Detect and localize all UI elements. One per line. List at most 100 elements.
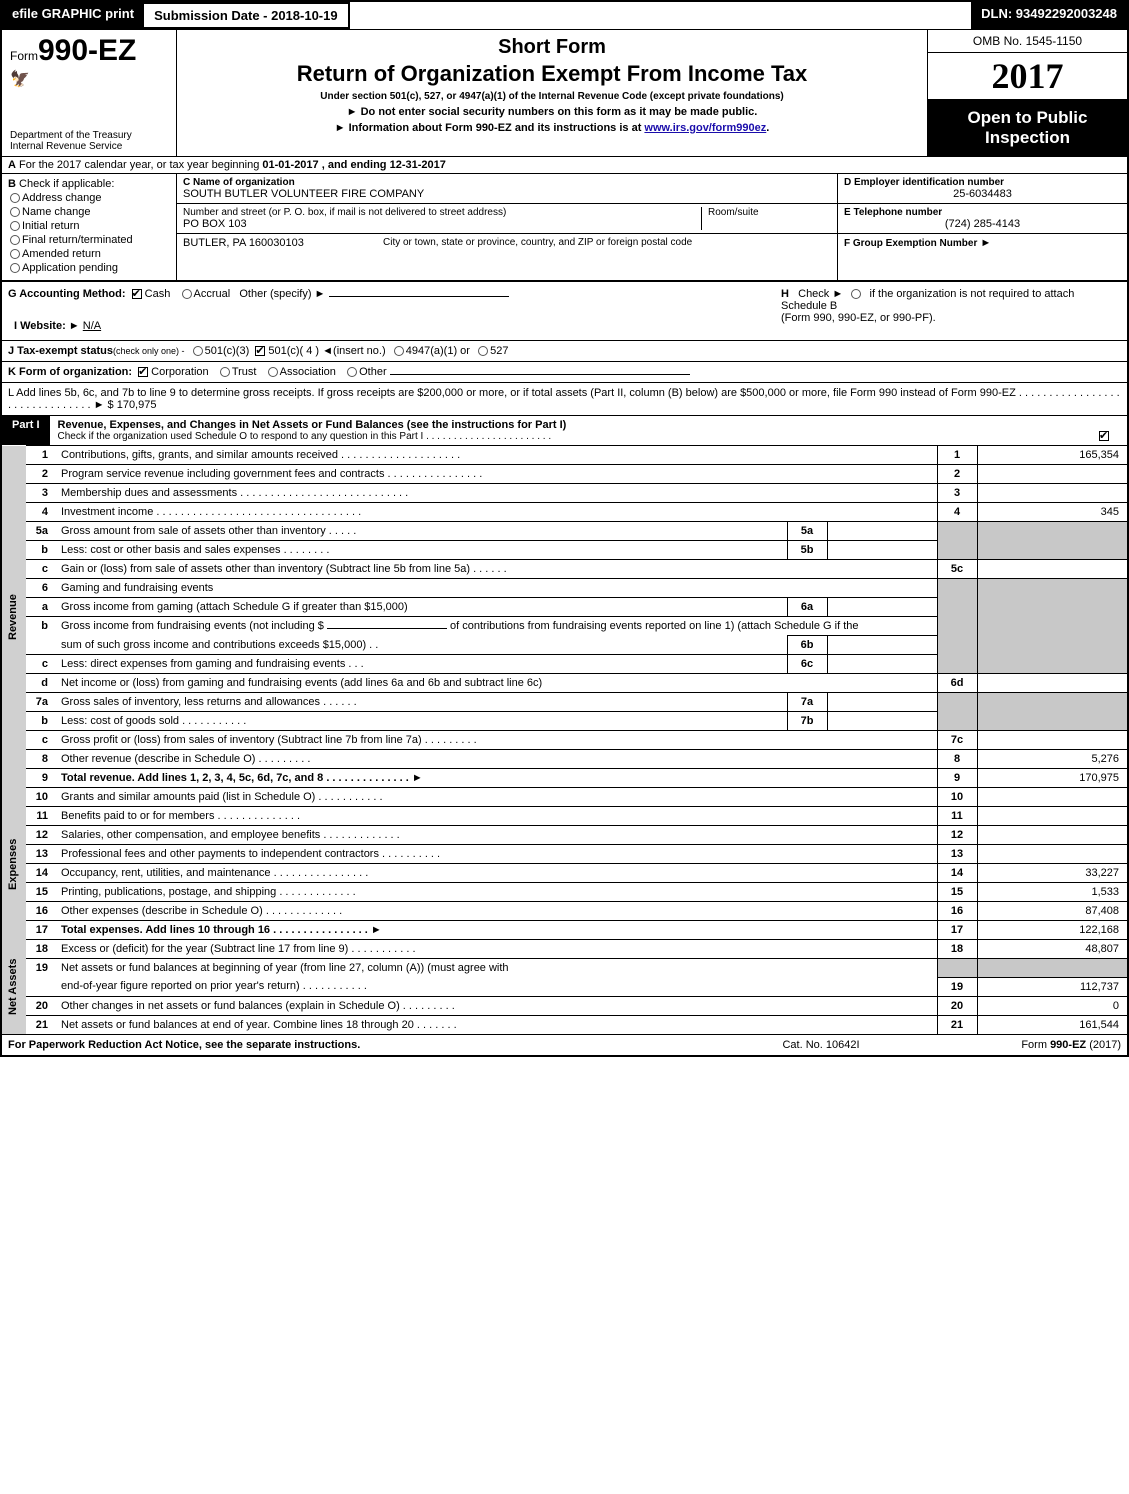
k-other-blank[interactable]	[390, 374, 690, 375]
line-16-val: 87,408	[977, 902, 1127, 921]
efile-print-label: efile GRAPHIC print	[2, 2, 144, 29]
h-text3: (Form 990, 990-EZ, or 990-PF).	[781, 312, 936, 324]
instr2-pre: ► Information about Form 990-EZ and its …	[335, 122, 645, 134]
box-address: Number and street (or P. O. box, if mail…	[177, 204, 837, 234]
line-6c-greybox	[937, 655, 977, 674]
chk-association[interactable]	[268, 367, 278, 377]
line-13-val	[977, 845, 1127, 864]
addr-value: PO BOX 103	[183, 218, 701, 230]
line-7b-num: b	[26, 712, 56, 731]
main-title: Return of Organization Exempt From Incom…	[187, 61, 917, 87]
row-k: K Form of organization: Corporation Trus…	[2, 361, 1127, 382]
chk-h[interactable]	[851, 289, 861, 299]
g-other: Other (specify) ►	[239, 288, 325, 300]
chk-accrual[interactable]	[182, 289, 192, 299]
chk-501c3[interactable]	[193, 346, 203, 356]
ein-value: 25-6034483	[844, 188, 1121, 200]
k-label: K Form of organization:	[8, 366, 132, 378]
line-20-num: 20	[26, 996, 56, 1015]
g-other-blank[interactable]	[329, 296, 509, 297]
line-6-desc: Gaming and fundraising events	[56, 579, 937, 598]
line-6-num: 6	[26, 579, 56, 598]
omb-number: OMB No. 1545-1150	[927, 30, 1127, 53]
line-13-num: 13	[26, 845, 56, 864]
h-text1: Check ►	[798, 288, 843, 300]
line-6-greybox	[937, 579, 977, 598]
line-11-desc: Benefits paid to or for members . . . . …	[56, 807, 937, 826]
eagle-icon: 🦅	[10, 69, 168, 89]
line-20-val: 0	[977, 996, 1127, 1015]
line-5b-greyval	[977, 541, 1127, 560]
line-19-num2	[26, 977, 56, 996]
line-14-desc: Occupancy, rent, utilities, and maintena…	[56, 864, 937, 883]
line-6c-sub: 6c	[787, 655, 827, 674]
tax-year-begin: 01-01-2017	[262, 159, 318, 171]
sidelabel-expenses: Expenses	[2, 788, 26, 940]
line-6b-sub: 6b	[787, 636, 827, 655]
line-7a-greybox	[937, 693, 977, 712]
line-7a-desc: Gross sales of inventory, less returns a…	[56, 693, 787, 712]
row-g-left: G Accounting Method: Cash Accrual Other …	[8, 288, 781, 334]
box-e: E Telephone number (724) 285-4143	[838, 204, 1127, 234]
chk-address-change[interactable]: Address change	[8, 192, 170, 204]
line-20-desc: Other changes in net assets or fund bala…	[56, 996, 937, 1015]
line-a-text-pre: For the 2017 calendar year, or tax year …	[19, 159, 262, 171]
chk-4947[interactable]	[394, 346, 404, 356]
line-2-desc: Program service revenue including govern…	[56, 465, 937, 484]
chk-final-return[interactable]: Final return/terminated	[8, 234, 170, 246]
block-bcdef: B Check if applicable: Address change Na…	[2, 173, 1127, 280]
line-6a-sv	[827, 598, 937, 617]
line-17-num: 17	[26, 921, 56, 940]
l-text: L Add lines 5b, 6c, and 7b to line 9 to …	[8, 387, 1120, 411]
line-2-val	[977, 465, 1127, 484]
line-19-box: 19	[937, 977, 977, 996]
line-19-num: 19	[26, 959, 56, 978]
chk-527[interactable]	[478, 346, 488, 356]
line-18-box: 18	[937, 940, 977, 959]
box-f-arrow: ►	[980, 237, 991, 249]
line-10-num: 10	[26, 788, 56, 807]
line-14-num: 14	[26, 864, 56, 883]
city-label: City or town, state or province, country…	[383, 237, 831, 249]
top-bar: efile GRAPHIC print Submission Date - 20…	[2, 2, 1127, 29]
line-4-val: 345	[977, 503, 1127, 522]
line-7a-greyval	[977, 693, 1127, 712]
chk-trust[interactable]	[220, 367, 230, 377]
6b-fundraising-blank[interactable]	[327, 628, 447, 629]
treasury-line2: Internal Revenue Service	[10, 141, 168, 152]
line-14-box: 14	[937, 864, 977, 883]
part1-sub: Check if the organization used Schedule …	[58, 431, 1119, 442]
line-8-num: 8	[26, 750, 56, 769]
chk-501c[interactable]	[255, 346, 265, 356]
chk-other-org[interactable]	[347, 367, 357, 377]
right-header-boxes: OMB No. 1545-1150 2017 Open to Public In…	[927, 30, 1127, 156]
row-l: L Add lines 5b, 6c, and 7b to line 9 to …	[2, 382, 1127, 415]
line-16-num: 16	[26, 902, 56, 921]
column-cde: C Name of organization SOUTH BUTLER VOLU…	[177, 174, 837, 280]
chk-application-pending[interactable]: Application pending	[8, 262, 170, 274]
chk-name-change[interactable]: Name change	[8, 206, 170, 218]
line-12-num: 12	[26, 826, 56, 845]
chk-amended-return[interactable]: Amended return	[8, 248, 170, 260]
chk-schedule-o[interactable]	[1099, 431, 1109, 441]
row-i: I Website: ► N/A	[8, 318, 781, 334]
part1-title-wrap: Revenue, Expenses, and Changes in Net As…	[50, 416, 1127, 445]
line-6-greyval	[977, 579, 1127, 598]
line-6c-num: c	[26, 655, 56, 674]
instructions-link[interactable]: www.irs.gov/form990ez	[644, 122, 766, 134]
chk-corporation[interactable]	[138, 367, 148, 377]
j-label: J Tax-exempt status	[8, 345, 113, 357]
line-6b-greybox	[937, 636, 977, 655]
line-7c-desc: Gross profit or (loss) from sales of inv…	[56, 731, 937, 750]
sidelabel-netassets: Net Assets	[2, 940, 26, 1034]
line-9-box: 9	[937, 769, 977, 788]
col-b-label: B	[8, 178, 16, 190]
instr-line1: ► Do not enter social security numbers o…	[187, 106, 917, 118]
chk-initial-return[interactable]: Initial return	[8, 220, 170, 232]
line-3-box: 3	[937, 484, 977, 503]
line-10-desc: Grants and similar amounts paid (list in…	[56, 788, 937, 807]
line-21-box: 21	[937, 1015, 977, 1034]
tax-year: 2017	[927, 53, 1127, 100]
chk-cash[interactable]	[132, 289, 142, 299]
line-19-greyval	[977, 959, 1127, 978]
